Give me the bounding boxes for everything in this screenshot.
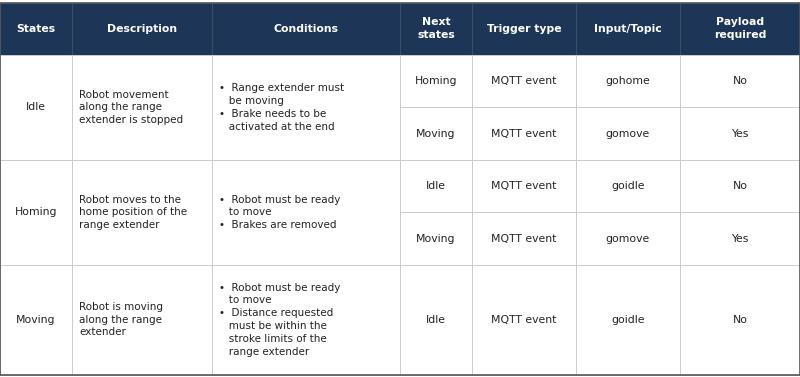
- Text: Conditions: Conditions: [274, 24, 338, 34]
- Bar: [72, 55, 212, 160]
- Bar: [212, 3, 400, 55]
- Bar: [576, 160, 680, 212]
- Bar: [576, 212, 680, 265]
- Text: Robot movement
along the range
extender is stopped: Robot movement along the range extender …: [79, 90, 183, 125]
- Text: Next
states: Next states: [417, 17, 455, 40]
- Text: MQTT event: MQTT event: [491, 129, 557, 139]
- Bar: [576, 107, 680, 160]
- Bar: [72, 160, 212, 265]
- Bar: [0, 55, 72, 160]
- Text: No: No: [733, 181, 747, 191]
- Bar: [576, 265, 680, 374]
- Text: Robot is moving
along the range
extender: Robot is moving along the range extender: [79, 302, 163, 337]
- Bar: [400, 265, 472, 374]
- Text: goidle: goidle: [611, 315, 645, 325]
- Bar: [0, 3, 72, 55]
- Bar: [0, 265, 72, 374]
- Bar: [400, 160, 472, 212]
- Bar: [576, 55, 680, 107]
- Bar: [472, 265, 576, 374]
- Bar: [472, 55, 576, 107]
- Text: Moving: Moving: [416, 129, 456, 139]
- Text: States: States: [17, 24, 55, 34]
- Text: Moving: Moving: [416, 234, 456, 244]
- Bar: [212, 160, 400, 265]
- Text: MQTT event: MQTT event: [491, 181, 557, 191]
- Bar: [0, 160, 72, 265]
- Text: Yes: Yes: [731, 129, 749, 139]
- Bar: [680, 107, 800, 160]
- Text: Homing: Homing: [14, 207, 58, 218]
- Text: Trigger type: Trigger type: [486, 24, 562, 34]
- Bar: [400, 212, 472, 265]
- Bar: [680, 55, 800, 107]
- Text: No: No: [733, 315, 747, 325]
- Bar: [576, 3, 680, 55]
- Text: Payload
required: Payload required: [714, 17, 766, 40]
- Bar: [680, 265, 800, 374]
- Text: goidle: goidle: [611, 181, 645, 191]
- Bar: [472, 107, 576, 160]
- Text: •  Robot must be ready
   to move
•  Brakes are removed: • Robot must be ready to move • Brakes a…: [219, 195, 340, 230]
- Text: gomove: gomove: [606, 234, 650, 244]
- Bar: [400, 107, 472, 160]
- Bar: [680, 212, 800, 265]
- Text: Description: Description: [107, 24, 177, 34]
- Bar: [472, 3, 576, 55]
- Bar: [72, 3, 212, 55]
- Bar: [72, 265, 212, 374]
- Text: Idle: Idle: [426, 315, 446, 325]
- Text: Homing: Homing: [414, 76, 458, 86]
- Text: MQTT event: MQTT event: [491, 76, 557, 86]
- Text: Idle: Idle: [426, 181, 446, 191]
- Text: No: No: [733, 76, 747, 86]
- Text: Input/Topic: Input/Topic: [594, 24, 662, 34]
- Text: gomove: gomove: [606, 129, 650, 139]
- Bar: [212, 265, 400, 374]
- Text: •  Range extender must
   be moving
•  Brake needs to be
   activated at the end: • Range extender must be moving • Brake …: [219, 83, 344, 132]
- Text: MQTT event: MQTT event: [491, 234, 557, 244]
- Bar: [400, 55, 472, 107]
- Text: •  Robot must be ready
   to move
•  Distance requested
   must be within the
  : • Robot must be ready to move • Distance…: [219, 283, 340, 357]
- Text: Idle: Idle: [26, 103, 46, 112]
- Text: Yes: Yes: [731, 234, 749, 244]
- Bar: [472, 160, 576, 212]
- Bar: [212, 55, 400, 160]
- Text: Robot moves to the
home position of the
range extender: Robot moves to the home position of the …: [79, 195, 187, 230]
- Bar: [472, 212, 576, 265]
- Text: gohome: gohome: [606, 76, 650, 86]
- Text: MQTT event: MQTT event: [491, 315, 557, 325]
- Bar: [400, 3, 472, 55]
- Bar: [680, 3, 800, 55]
- Bar: [680, 160, 800, 212]
- Text: Moving: Moving: [16, 315, 56, 325]
